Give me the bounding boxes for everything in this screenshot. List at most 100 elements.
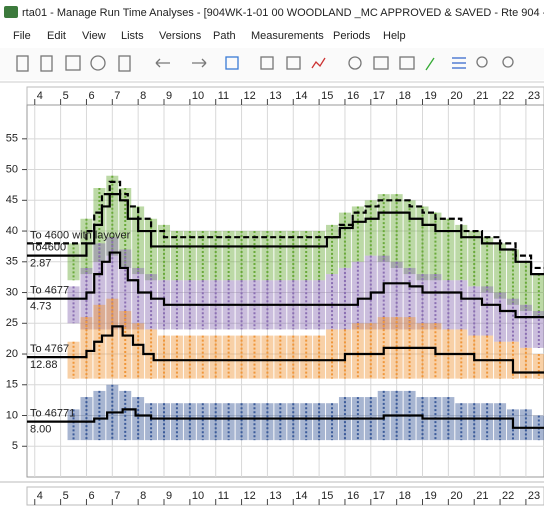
clipboard-button[interactable] (118, 55, 131, 72)
scatter-band (416, 274, 429, 330)
x-tick-label: 16 (347, 490, 359, 502)
step-line (27, 408, 544, 429)
x-tick-label: 6 (88, 490, 94, 502)
settings-button[interactable] (348, 56, 362, 70)
series-label: To4600 (30, 242, 66, 254)
zoom-out-button[interactable] (502, 56, 514, 68)
app-icon (4, 6, 18, 18)
x-tick-label: 10 (192, 90, 204, 102)
scatter-band (67, 286, 80, 324)
x-tick-label: 13 (269, 90, 281, 102)
x-tick-label: 8 (140, 490, 146, 502)
scatter-band (416, 323, 429, 379)
open-button[interactable] (40, 55, 53, 72)
zoom-in-button[interactable] (476, 56, 488, 68)
scatter-band (145, 274, 158, 330)
scatter-band (67, 243, 80, 281)
menu-item[interactable]: Help (383, 30, 406, 42)
menu-item[interactable]: Measurements (251, 30, 324, 42)
scatter-band (364, 323, 377, 379)
grid-button[interactable] (260, 56, 274, 70)
x-tick-label: 23 (528, 90, 540, 102)
y-tick-label: 10 (6, 409, 18, 421)
scatter-band (183, 403, 196, 441)
import-button[interactable] (399, 56, 415, 70)
scatter-band (532, 310, 544, 348)
x-tick-label: 23 (528, 490, 540, 502)
series-label: To 46771 (30, 408, 75, 420)
y-tick-label: 15 (6, 379, 18, 391)
scatter-band (222, 403, 235, 441)
y-tick-label: 50 (6, 163, 18, 175)
scatter-band (519, 347, 532, 379)
scatter-band (158, 224, 171, 281)
y-tick-label: 30 (6, 286, 18, 298)
chart-button[interactable] (311, 57, 326, 69)
scatter-band (274, 403, 287, 441)
series-label: To 4600 with layover (30, 229, 131, 241)
save-button[interactable] (65, 55, 81, 71)
series-value-label: 4.73 (30, 301, 51, 313)
menu-item[interactable]: Periods (333, 30, 371, 42)
scatter-band (429, 274, 442, 330)
scatter-band (67, 409, 80, 441)
scatter-band (481, 237, 494, 293)
scatter-band (248, 403, 261, 441)
scatter-band (481, 403, 494, 441)
top-ruler (26, 86, 544, 106)
scatter-band (455, 403, 468, 441)
scatter-band (261, 403, 274, 441)
redo-button[interactable] (192, 58, 207, 68)
bottom-ruler (26, 486, 544, 506)
layers-button[interactable] (452, 57, 466, 69)
menu-item[interactable]: Edit (47, 30, 66, 42)
pen-button[interactable] (425, 57, 435, 71)
menu-bar: File Edit View Lists Versions Path Measurement… (13, 30, 406, 42)
x-tick-label: 17 (373, 90, 385, 102)
y-tick-label: 35 (6, 256, 18, 268)
x-tick-label: 22 (502, 90, 514, 102)
scatter-band (326, 403, 339, 441)
x-tick-label: 20 (450, 90, 462, 102)
scatter-band (442, 218, 455, 281)
scatter-band (145, 218, 158, 281)
info-button[interactable] (90, 55, 106, 71)
scatter-band (506, 249, 519, 305)
x-tick-label: 9 (166, 90, 172, 102)
scatter-band (338, 267, 351, 330)
x-tick-label: 13 (269, 490, 281, 502)
scatter-band (67, 341, 80, 379)
menu-item[interactable]: File (13, 30, 31, 42)
series-value-label: 2.87 (30, 258, 51, 270)
x-tick-label: 16 (347, 90, 359, 102)
scatter-band (235, 403, 248, 441)
new-button[interactable] (16, 55, 29, 72)
x-tick-label: 9 (166, 490, 172, 502)
scatter-band (300, 403, 313, 441)
scatter-band (132, 323, 145, 379)
undo-button[interactable] (155, 58, 170, 68)
menu-item[interactable]: View (82, 30, 106, 42)
x-tick-label: 20 (450, 490, 462, 502)
check-button[interactable] (225, 56, 239, 70)
menu-item[interactable]: Lists (121, 30, 144, 42)
x-tick-label: 21 (476, 490, 488, 502)
plot: 4455667788991010111112121313141415151616… (6, 90, 544, 505)
scatter-band (494, 243, 507, 299)
menu-item[interactable]: Path (213, 30, 236, 42)
table-button[interactable] (286, 56, 301, 70)
x-tick-label: 18 (399, 90, 411, 102)
x-tick-label: 14 (295, 90, 307, 102)
step-line (27, 251, 544, 319)
scatter-band (468, 231, 481, 287)
x-tick-label: 5 (63, 90, 69, 102)
x-tick-label: 6 (88, 90, 94, 102)
scatter-band (132, 267, 145, 330)
menu-item[interactable]: Versions (159, 30, 202, 42)
scatter-band (209, 403, 222, 441)
export-button[interactable] (373, 56, 389, 70)
scatter-band (170, 403, 183, 441)
scatter-band (158, 403, 171, 441)
scatter-band (326, 274, 339, 330)
